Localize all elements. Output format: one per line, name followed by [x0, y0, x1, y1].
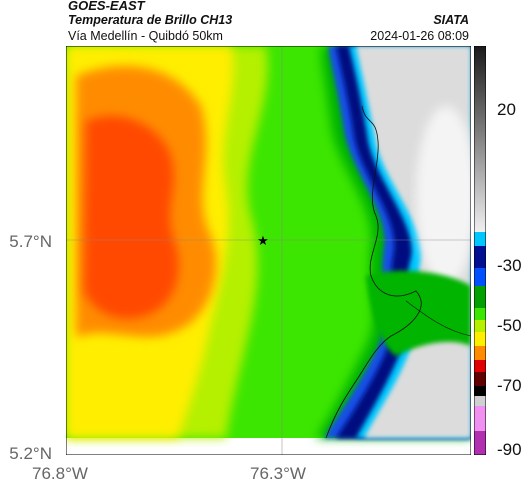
timestamp: 2024-01-26 08:09: [370, 29, 469, 43]
colorbar-darkgreen-segment: [474, 286, 486, 308]
colorbar-tick-minus30: -30: [497, 256, 522, 275]
title-product: Temperatura de Brillo CH13: [68, 13, 233, 27]
coastline: [325, 105, 422, 439]
colorbar-pink-segment: [474, 406, 486, 431]
location-star: ★: [257, 234, 269, 249]
colorbar-tick-minus90: -90: [497, 440, 522, 459]
lon-label-76-3: 76.3°W: [250, 464, 306, 483]
colorbar-tick-minus70: -70: [497, 376, 522, 395]
satellite-map[interactable]: ★: [66, 46, 471, 455]
colorbar-red-segment: [474, 360, 486, 372]
colorbar-cyan-segment: [474, 232, 486, 246]
subtitle-region: Vía Medellín - Quibdó 50km: [68, 29, 223, 43]
colorbar-tick-20: 20: [497, 100, 516, 119]
colorbar: [474, 46, 486, 455]
border-line: [405, 300, 471, 337]
colorbar-gray-segment: [474, 46, 486, 232]
colorbar-green-segment: [474, 308, 486, 320]
lon-label-76-8: 76.8°W: [32, 464, 88, 483]
colorbar-orange-segment: [474, 346, 486, 360]
title-satellite: GOES-EAST: [68, 0, 145, 13]
colorbar-lightgray-segment: [474, 396, 486, 406]
colorbar-navy-segment: [474, 246, 486, 268]
colorbar-yellowgreen-segment: [474, 320, 486, 332]
lat-label-5-2: 5.2°N: [9, 444, 52, 463]
colorbar-darkred-segment: [474, 372, 486, 386]
colorbar-blue-segment: [474, 268, 486, 286]
colorbar-yellow-segment: [474, 332, 486, 346]
clear-sky-white: [416, 106, 471, 286]
credit-label: SIATA: [433, 13, 469, 27]
cloud-field-red: [84, 115, 179, 319]
colorbar-black-segment: [474, 386, 486, 396]
colorbar-tick-minus50: -50: [497, 316, 522, 335]
colorbar-magenta-segment: [474, 431, 486, 455]
lat-label-5-7: 5.7°N: [9, 232, 52, 251]
